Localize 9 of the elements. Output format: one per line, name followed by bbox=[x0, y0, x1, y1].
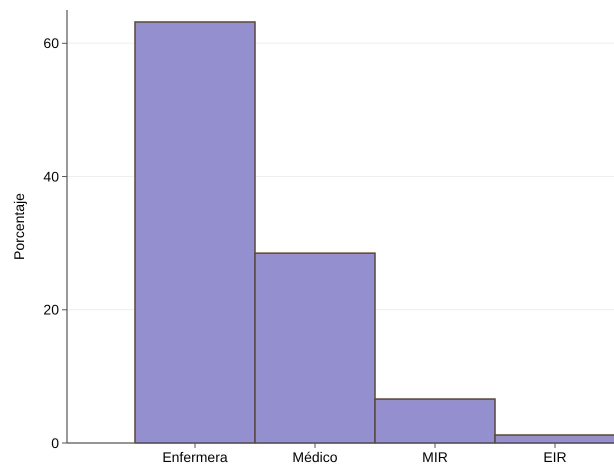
x-tick-label: MIR bbox=[422, 449, 448, 465]
x-tick-label: Enfermera bbox=[162, 449, 228, 465]
x-tick-label: EIR bbox=[543, 449, 567, 465]
y-tick-label: 20 bbox=[43, 302, 60, 318]
y-tick-label: 0 bbox=[51, 434, 60, 451]
y-tick-label: 60 bbox=[43, 35, 60, 52]
y-axis-title: Porcentaje bbox=[11, 192, 27, 260]
x-tick-label: Médico bbox=[292, 449, 338, 465]
y-tick-label: 40 bbox=[43, 168, 60, 184]
